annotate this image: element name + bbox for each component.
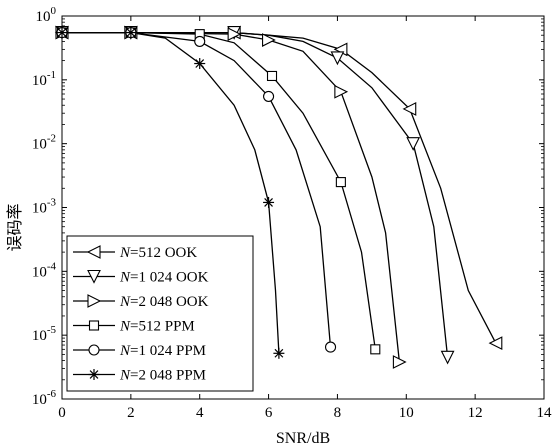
data-point-marker — [266, 70, 278, 82]
series-line-5 — [62, 31, 280, 354]
y-tick-label: 100 — [36, 5, 57, 25]
data-point-marker — [402, 102, 417, 116]
x-tick-labels: 0 2 4 6 8 10 12 14 — [58, 405, 552, 421]
data-point-marker — [273, 347, 285, 359]
legend-box — [66, 235, 254, 392]
data-point-marker — [125, 27, 137, 39]
data-point-marker — [194, 35, 206, 47]
legend-entry-label: N=2 048 PPM — [119, 368, 206, 384]
data-point-marker — [263, 196, 275, 208]
y-tick-label: 10-6 — [32, 388, 57, 408]
series-line-1 — [62, 31, 449, 358]
data-point-marker — [262, 33, 276, 47]
data-point-marker — [227, 27, 242, 42]
data-point-marker — [335, 177, 346, 188]
x-tick-label: 6 — [265, 405, 273, 421]
data-point-marker — [406, 137, 421, 151]
legend: N=512 OOK N=1 024 OOK N=2 048 OOK N=512 PPM… — [66, 235, 254, 392]
x-tick-label: 14 — [537, 405, 553, 421]
legend-entry-label: N=1 024 PPM — [119, 343, 206, 359]
legend-marker — [88, 320, 100, 331]
data-point-marker — [330, 51, 345, 66]
legend-entry-label: N=512 OOK — [119, 245, 197, 261]
y-tick-labels: 100 10-1 10-2 10-3 10-4 10-5 10-6 — [32, 5, 57, 408]
legend-marker — [87, 269, 101, 284]
data-point-marker — [440, 350, 455, 365]
x-axis-label: SNR/dB — [276, 430, 330, 447]
data-point-marker — [488, 336, 503, 351]
data-point-marker — [263, 90, 275, 102]
y-tick-label: 10-2 — [32, 133, 56, 153]
legend-marker — [86, 245, 101, 259]
legend-entry-label: N=512 PPM — [119, 319, 195, 335]
x-tick-label: 12 — [468, 405, 483, 421]
legend-entry-label: N=2 048 OOK — [119, 294, 209, 310]
data-point-marker — [334, 84, 349, 99]
y-tick-label: 10-1 — [32, 69, 56, 89]
series-markers — [54, 25, 503, 369]
legend-marker — [88, 344, 100, 356]
y-tick-label: 10-3 — [32, 197, 57, 217]
plot-area-frame — [61, 15, 545, 400]
data-point-marker — [370, 344, 381, 355]
y-tick-label: 10-5 — [32, 324, 57, 344]
data-point-marker — [194, 58, 206, 70]
x-tick-label: 4 — [196, 405, 204, 421]
x-tick-label: 10 — [399, 405, 414, 421]
x-tick-label: 0 — [58, 405, 66, 421]
x-tick-label: 8 — [334, 405, 342, 421]
x-tick-label: 2 — [127, 405, 135, 421]
y-tick-label: 10-4 — [32, 260, 57, 280]
y-axis-label: 误码率 — [6, 203, 24, 251]
legend-marker — [87, 294, 102, 308]
legend-marker — [88, 369, 100, 380]
legend-entry-label: N=1 024 OOK — [119, 270, 209, 286]
data-point-marker — [324, 341, 337, 353]
data-point-marker — [392, 355, 407, 369]
